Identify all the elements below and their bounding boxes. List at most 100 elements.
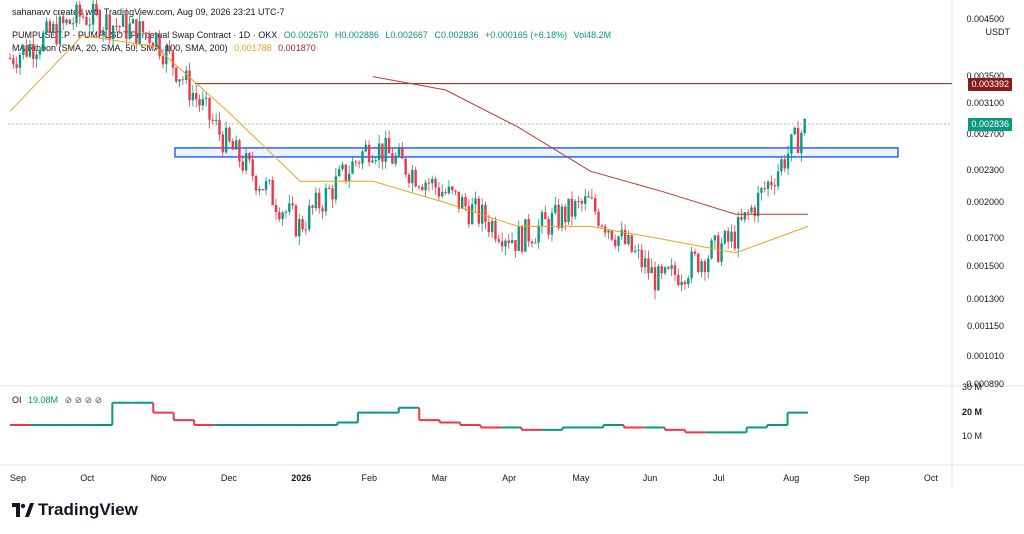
candle-body — [8, 58, 12, 60]
candle-body — [514, 240, 517, 251]
candle-body — [231, 141, 234, 150]
candle-body — [660, 266, 663, 274]
candle-body — [667, 267, 670, 269]
candle-body — [490, 220, 494, 233]
symbol-name[interactable]: PUMPUSDT.P · PUMPUSDT Perpetual Swap Con… — [12, 30, 278, 40]
candle-body — [28, 44, 32, 57]
candle-body — [687, 278, 690, 285]
candle-body — [168, 45, 171, 52]
candle-body — [397, 148, 401, 156]
time-tick-label: May — [572, 473, 590, 483]
candle-body — [351, 161, 354, 174]
price-tick-label: 0.002300 — [966, 165, 1004, 176]
price-tick-label: 0.000890 — [966, 379, 1004, 389]
candle-body — [201, 98, 205, 106]
candle-body — [457, 191, 461, 209]
candle-body — [294, 205, 298, 237]
time-tick-label: Apr — [502, 473, 517, 483]
candle-body — [22, 45, 25, 55]
price-tick-label: 0.001700 — [966, 233, 1004, 244]
candle-body — [407, 174, 411, 184]
chart-header-credit: sahanavv created with TradingView.com, A… — [12, 7, 285, 17]
candle-body — [690, 251, 693, 279]
candle-body — [141, 21, 145, 33]
candle-body — [165, 45, 168, 65]
candle-body — [780, 159, 783, 172]
time-tick-label: Aug — [783, 473, 800, 483]
candle-body — [756, 192, 760, 217]
candle-body — [328, 187, 331, 189]
candle-body — [314, 192, 318, 209]
candle-body — [697, 253, 700, 273]
candle-body — [45, 21, 48, 33]
candle-body — [504, 240, 507, 247]
last-price-tag: 0.002836 — [968, 117, 1012, 131]
volume-value: Vol48.2M — [573, 30, 612, 40]
candle-body — [587, 196, 590, 198]
candle-body — [268, 180, 271, 182]
oi-tick-label: 30 M — [961, 382, 982, 392]
candle-body — [308, 205, 311, 230]
candle-body — [683, 281, 687, 285]
candle-body — [474, 198, 477, 205]
oi-label[interactable]: OI — [12, 395, 22, 405]
candle-body — [151, 42, 155, 47]
candle-body — [537, 225, 540, 243]
candle-body — [411, 169, 414, 184]
candle-body — [118, 26, 121, 28]
candle-body — [773, 185, 776, 187]
candle-body — [331, 188, 334, 200]
candle-body — [321, 208, 324, 212]
resistance-price-tag: 0.003392 — [968, 77, 1012, 91]
candle-body — [301, 219, 304, 230]
candle-body — [594, 198, 597, 212]
candle-body — [354, 161, 357, 163]
candle-body — [198, 99, 201, 106]
candle-body — [444, 192, 447, 194]
time-tick-label: Feb — [361, 473, 378, 483]
candle-body — [68, 19, 72, 25]
candle-body — [786, 153, 790, 169]
candle-body — [58, 16, 62, 45]
candle-body — [623, 229, 627, 244]
candle-body — [590, 197, 594, 199]
price-tick-label: 0.002000 — [966, 196, 1004, 207]
tradingview-logo: TradingView — [12, 500, 138, 520]
candle-body — [88, 24, 91, 26]
candle-body — [361, 151, 364, 164]
candle-body — [324, 187, 328, 212]
candle-body — [258, 188, 261, 191]
candle-body — [584, 196, 587, 204]
candle-body — [670, 265, 673, 269]
candle-body — [544, 212, 547, 220]
candle-body — [564, 206, 567, 223]
candle-body — [12, 58, 15, 65]
candle-body — [55, 23, 58, 45]
candle-body — [700, 261, 703, 273]
candle-body — [570, 198, 574, 217]
candle-body — [95, 3, 98, 12]
candle-body — [680, 281, 683, 286]
candle-body — [254, 175, 258, 191]
candle-body — [733, 231, 737, 249]
candle-body — [108, 14, 111, 39]
candle-body — [723, 230, 727, 244]
candle-body — [800, 132, 803, 154]
candle-body — [234, 140, 238, 150]
candle-body — [633, 250, 637, 252]
candle-body — [640, 249, 643, 268]
candle-body — [188, 70, 191, 101]
candle-body — [793, 127, 796, 135]
candle-body — [251, 159, 254, 176]
candle-body — [461, 197, 464, 209]
candle-body — [753, 207, 756, 217]
candle-body — [48, 21, 52, 33]
oi-value: 19.08M — [28, 395, 59, 405]
candle-body — [214, 119, 218, 122]
candle-body — [530, 241, 534, 244]
ma-ribbon-label[interactable]: MA Ribbon (SMA, 20, SMA, 50, SMA, 100, S… — [12, 43, 228, 53]
candle-body — [437, 187, 441, 197]
currency-label: USDT — [985, 27, 1011, 37]
candle-body — [284, 211, 288, 213]
